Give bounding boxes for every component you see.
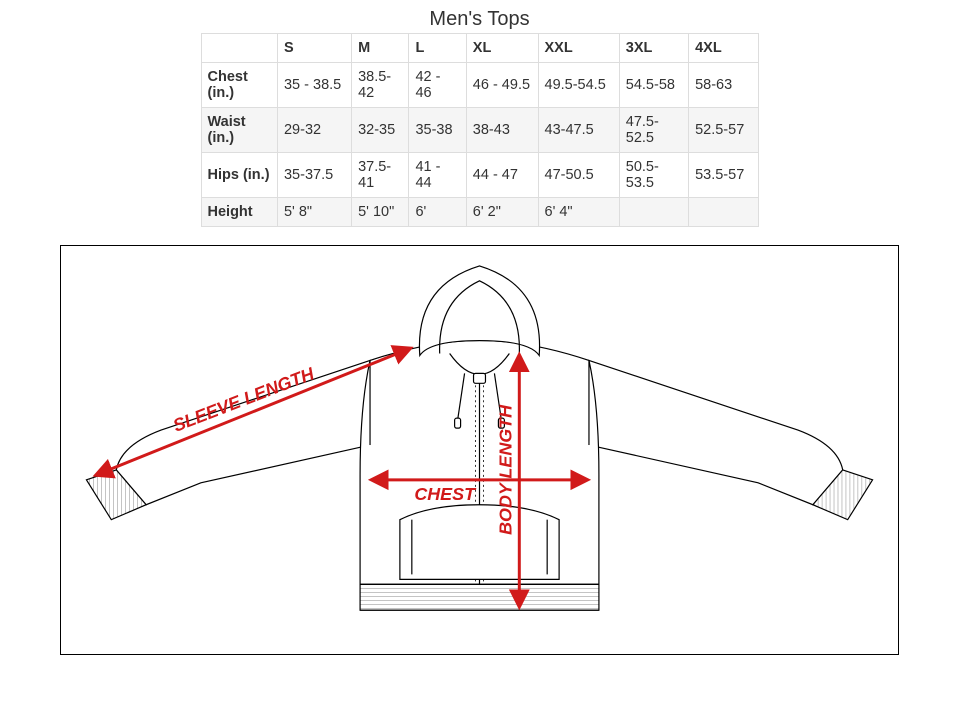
body-length-label: BODY LENGTH xyxy=(495,404,515,535)
table-cell: 38.5-42 xyxy=(352,63,409,108)
table-cell xyxy=(689,198,758,227)
col-header-m: M xyxy=(352,34,409,63)
row-label: Hips (in.) xyxy=(201,153,277,198)
table-cell: 5' 10" xyxy=(352,198,409,227)
table-cell: 5' 8" xyxy=(277,198,351,227)
table-cell: 58-63 xyxy=(689,63,758,108)
table-cell: 29-32 xyxy=(277,108,351,153)
table-cell: 35-37.5 xyxy=(277,153,351,198)
table-cell: 35-38 xyxy=(409,108,466,153)
table-cell: 42 - 46 xyxy=(409,63,466,108)
row-label: Height xyxy=(201,198,277,227)
col-header-4xl: 4XL xyxy=(689,34,758,63)
row-label: Waist (in.) xyxy=(201,108,277,153)
table-cell: 54.5-58 xyxy=(619,63,688,108)
col-header-xxl: XXL xyxy=(538,34,619,63)
table-cell: 35 - 38.5 xyxy=(277,63,351,108)
table-cell: 32-35 xyxy=(352,108,409,153)
col-header-blank xyxy=(201,34,277,63)
table-cell: 41 - 44 xyxy=(409,153,466,198)
table-cell: 53.5-57 xyxy=(689,153,758,198)
chest-label: CHEST xyxy=(414,484,477,504)
hoodie-outline xyxy=(86,266,872,610)
size-diagram: SLEEVE LENGTH CHEST BODY LENGTH xyxy=(60,245,899,655)
table-cell: 50.5-53.5 xyxy=(619,153,688,198)
table-cell: 44 - 47 xyxy=(466,153,538,198)
table-cell: 47.5-52.5 xyxy=(619,108,688,153)
table-cell xyxy=(619,198,688,227)
table-cell: 47-50.5 xyxy=(538,153,619,198)
col-header-s: S xyxy=(277,34,351,63)
size-table: SMLXLXXL3XL4XL Chest (in.)35 - 38.538.5-4… xyxy=(201,33,759,227)
table-cell: 52.5-57 xyxy=(689,108,758,153)
table-cell: 46 - 49.5 xyxy=(466,63,538,108)
table-cell: 49.5-54.5 xyxy=(538,63,619,108)
row-label: Chest (in.) xyxy=(201,63,277,108)
table-cell: 43-47.5 xyxy=(538,108,619,153)
col-header-xl: XL xyxy=(466,34,538,63)
table-cell: 38-43 xyxy=(466,108,538,153)
col-header-3xl: 3XL xyxy=(619,34,688,63)
col-header-l: L xyxy=(409,34,466,63)
table-cell: 37.5-41 xyxy=(352,153,409,198)
table-cell: 6' xyxy=(409,198,466,227)
table-title: Men's Tops xyxy=(201,8,759,31)
table-cell: 6' 2" xyxy=(466,198,538,227)
table-cell: 6' 4" xyxy=(538,198,619,227)
